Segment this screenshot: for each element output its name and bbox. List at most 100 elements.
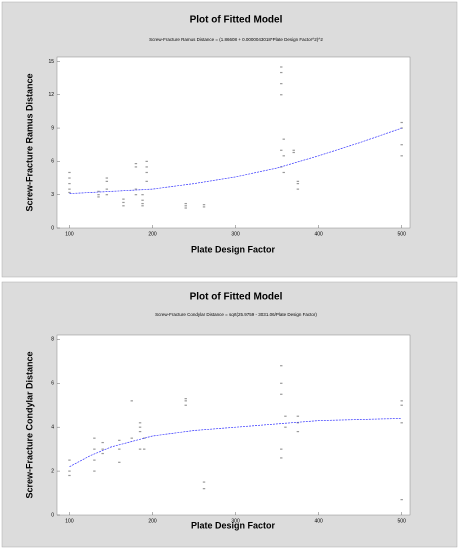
point xyxy=(130,400,133,402)
point xyxy=(134,188,138,190)
point xyxy=(138,430,142,433)
y-tick-label: 15 xyxy=(48,59,54,65)
point xyxy=(68,188,71,190)
point xyxy=(134,162,138,165)
point xyxy=(122,201,125,204)
point xyxy=(184,202,187,205)
point xyxy=(282,155,285,157)
point xyxy=(68,191,71,194)
chart-panel: Plot of Fitted Model Screw-Fracture Condy… xyxy=(1,281,458,548)
point xyxy=(141,199,144,201)
point xyxy=(93,459,96,461)
point xyxy=(101,441,104,444)
point xyxy=(134,194,138,196)
point xyxy=(296,182,300,185)
point xyxy=(292,151,295,154)
y-tick-label: 3 xyxy=(51,192,54,198)
point xyxy=(296,188,300,190)
point xyxy=(145,160,148,162)
point xyxy=(143,437,146,439)
point xyxy=(280,83,283,85)
point xyxy=(400,404,403,406)
point xyxy=(280,365,283,367)
point xyxy=(280,149,283,151)
point xyxy=(284,426,287,428)
y-tick-label: 0 xyxy=(51,512,54,518)
point xyxy=(130,437,133,439)
point xyxy=(296,430,300,433)
y-axis-label: Screw-Fracture Condylar Distance xyxy=(24,351,34,498)
plot-area xyxy=(56,334,411,516)
point xyxy=(400,144,403,146)
point xyxy=(296,415,300,417)
x-tick-label: 300 xyxy=(231,518,240,524)
point xyxy=(68,177,71,179)
point xyxy=(282,138,285,140)
point xyxy=(134,166,138,168)
x-axis-label: Plate Design Factor xyxy=(191,244,276,254)
y-tick-label: 8 xyxy=(51,337,54,343)
point xyxy=(118,461,121,463)
point xyxy=(93,437,96,439)
point xyxy=(118,439,121,441)
x-tick-label: 400 xyxy=(314,231,323,237)
point xyxy=(68,171,71,174)
point xyxy=(400,127,403,129)
point xyxy=(202,206,206,208)
point xyxy=(122,205,125,207)
chart-title: Plot of Fitted Model xyxy=(190,15,283,26)
point xyxy=(400,155,403,157)
y-tick-label: 2 xyxy=(51,468,54,474)
point xyxy=(105,177,109,179)
x-tick-label: 200 xyxy=(148,518,157,524)
point xyxy=(101,452,104,455)
x-tick-label: 100 xyxy=(65,518,74,524)
point xyxy=(292,149,295,151)
chart-subtitle: Screw-Fracture Ramus Distance = (1.86608… xyxy=(149,37,323,42)
point xyxy=(202,488,206,490)
point xyxy=(105,194,109,196)
point xyxy=(145,166,148,168)
y-tick-label: 12 xyxy=(48,92,54,98)
point xyxy=(280,94,283,96)
point xyxy=(93,470,96,472)
x-tick-label: 500 xyxy=(398,231,407,237)
x-tick-label: 300 xyxy=(231,231,240,237)
point xyxy=(145,171,148,174)
fitted-line xyxy=(69,127,402,194)
point xyxy=(122,198,125,200)
chart-title: Plot of Fitted Model xyxy=(190,292,283,303)
point xyxy=(105,180,109,182)
point xyxy=(184,207,187,209)
plot-area xyxy=(56,56,411,229)
point xyxy=(143,448,146,450)
point xyxy=(400,422,403,424)
point xyxy=(105,188,109,190)
point xyxy=(141,202,144,205)
point xyxy=(280,448,283,450)
point xyxy=(138,448,142,450)
point xyxy=(138,422,142,424)
point xyxy=(68,474,71,477)
point xyxy=(184,404,187,406)
point xyxy=(400,400,403,402)
point xyxy=(184,400,187,402)
point xyxy=(145,180,148,182)
point xyxy=(68,459,71,461)
point xyxy=(93,448,96,450)
point xyxy=(68,182,71,185)
y-tick-label: 0 xyxy=(51,225,54,231)
point xyxy=(138,426,142,428)
y-tick-label: 6 xyxy=(51,159,54,165)
y-axis-label: Screw-Fracture Ramus Distance xyxy=(24,73,34,211)
point xyxy=(68,470,71,472)
x-tick-label: 100 xyxy=(65,231,74,237)
point xyxy=(280,382,283,384)
point xyxy=(296,422,300,424)
y-tick-label: 4 xyxy=(51,425,54,431)
x-tick-label: 500 xyxy=(398,518,407,524)
point xyxy=(280,393,283,395)
point xyxy=(280,457,283,459)
point xyxy=(400,499,403,501)
